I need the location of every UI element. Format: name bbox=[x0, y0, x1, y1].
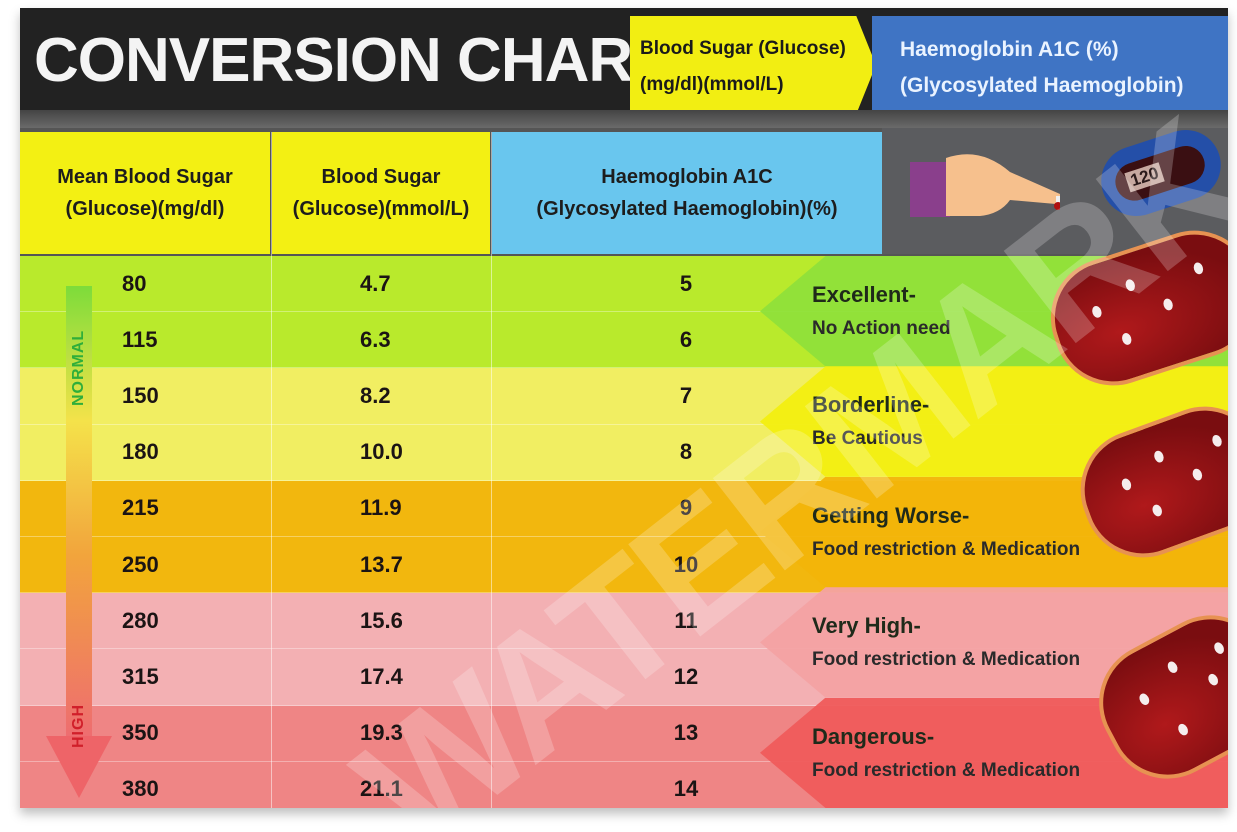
legend-glucose-line1: Blood Sugar (Glucose) bbox=[640, 38, 846, 59]
cell-mgdl: 150 bbox=[122, 382, 159, 408]
cell-mmol: 10.0 bbox=[360, 439, 403, 465]
arrow-label-high: HIGH bbox=[70, 704, 87, 748]
column-header-mmol: Blood Sugar (Glucose)(mmol/L) bbox=[272, 132, 490, 254]
legend-a1c-line1: Haemoglobin A1C (%) bbox=[900, 38, 1119, 61]
column-header-mgdl: Mean Blood Sugar (Glucose)(mg/dl) bbox=[20, 132, 270, 254]
status-title: Getting Worse- bbox=[812, 502, 970, 528]
status-note: Food restriction & Medication bbox=[812, 538, 1081, 560]
cell-a1c: 13 bbox=[673, 720, 699, 746]
severity-arrow: NORMAL HIGH bbox=[46, 286, 112, 806]
arrow-shaft bbox=[66, 286, 92, 736]
legend-glucose-line2: (mg/dl)(mmol/L) bbox=[640, 74, 784, 95]
legend-a1c-line2: (Glycosylated Haemoglobin) bbox=[900, 74, 1184, 97]
column-header-line2: (Glycosylated Haemoglobin)(%) bbox=[536, 198, 838, 220]
arrow-label-normal: NORMAL bbox=[70, 329, 87, 406]
column-header-line1: Blood Sugar bbox=[321, 166, 441, 188]
status-note: No Action need bbox=[812, 318, 951, 339]
arrow-down-icon bbox=[46, 736, 112, 798]
cell-a1c: 10 bbox=[673, 551, 699, 577]
meter-reading: 120 bbox=[1124, 162, 1166, 193]
conversion-chart-poster: CONVERSION CHART Blood Sugar (Glucose) (… bbox=[20, 8, 1228, 808]
cell-mgdl: 80 bbox=[122, 270, 147, 296]
legend-a1c: Haemoglobin A1C (%) (Glycosylated Haemog… bbox=[872, 16, 1228, 114]
cell-mgdl: 380 bbox=[122, 776, 159, 802]
cell-a1c: 5 bbox=[679, 270, 693, 296]
column-divider bbox=[491, 132, 492, 808]
cell-mgdl: 215 bbox=[122, 495, 159, 521]
cell-mmol: 13.7 bbox=[360, 551, 403, 577]
status-note: Be Cautious bbox=[812, 428, 923, 450]
column-header-line2: (Glucose)(mg/dl) bbox=[65, 198, 225, 220]
cell-mmol: 17.4 bbox=[360, 663, 403, 689]
cell-mmol: 15.6 bbox=[360, 607, 403, 633]
divider-strip bbox=[20, 110, 1228, 128]
cell-mmol: 21.1 bbox=[360, 776, 403, 802]
status-note: Food restriction & Medication bbox=[812, 759, 1081, 781]
column-header-line1: Haemoglobin A1C bbox=[601, 166, 773, 188]
cell-mgdl: 315 bbox=[122, 663, 159, 689]
cell-a1c: 14 bbox=[673, 776, 699, 802]
cell-mmol: 6.3 bbox=[360, 326, 391, 352]
cell-a1c: 7 bbox=[679, 382, 693, 408]
column-header-line1: Mean Blood Sugar bbox=[57, 166, 233, 188]
cell-a1c: 12 bbox=[673, 663, 699, 689]
cell-mgdl: 350 bbox=[122, 720, 159, 746]
cell-mmol: 19.3 bbox=[360, 720, 403, 746]
cell-mgdl: 180 bbox=[122, 439, 159, 465]
cell-a1c: 11 bbox=[674, 607, 698, 633]
cell-a1c: 6 bbox=[679, 326, 693, 352]
status-title: Very High- bbox=[812, 613, 921, 639]
column-divider bbox=[271, 132, 272, 808]
cell-a1c: 8 bbox=[679, 439, 693, 465]
column-header-a1c: Haemoglobin A1C (Glycosylated Haemoglobi… bbox=[492, 132, 882, 254]
status-note: Food restriction & Medication bbox=[812, 649, 1081, 671]
cell-a1c: 9 bbox=[679, 495, 693, 521]
status-title: Excellent- bbox=[812, 282, 916, 307]
cell-mgdl: 250 bbox=[122, 551, 159, 577]
status-title: Dangerous- bbox=[812, 723, 935, 749]
chart-title: CONVERSION CHART bbox=[34, 26, 670, 95]
column-header-line2: (Glucose)(mmol/L) bbox=[292, 198, 470, 220]
cell-mgdl: 115 bbox=[122, 326, 158, 352]
cell-mgdl: 280 bbox=[122, 607, 159, 633]
cell-mmol: 4.7 bbox=[360, 270, 391, 296]
cell-mmol: 11.9 bbox=[360, 495, 402, 521]
cell-mmol: 8.2 bbox=[360, 382, 391, 408]
hand-icon bbox=[910, 154, 1060, 217]
status-title: Borderline- bbox=[812, 392, 930, 418]
legend-glucose: Blood Sugar (Glucose) (mg/dl)(mmol/L) bbox=[630, 16, 876, 114]
